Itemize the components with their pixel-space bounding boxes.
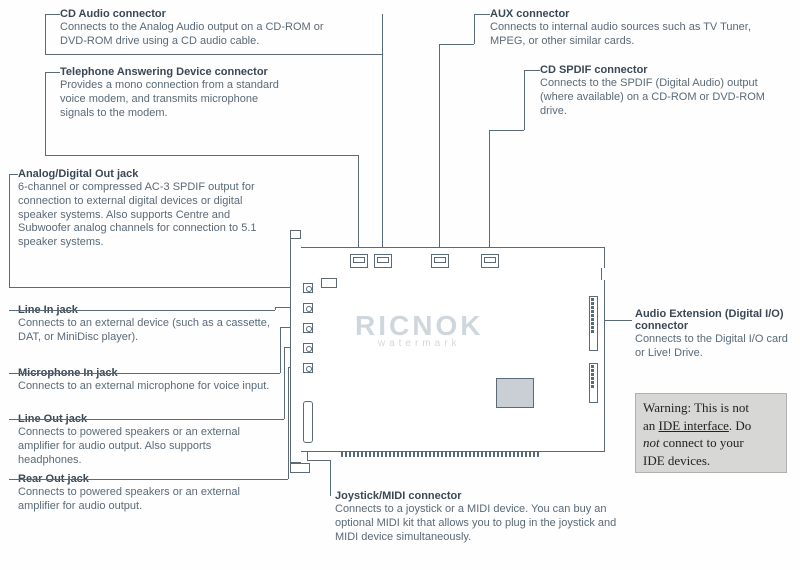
leader — [382, 14, 383, 253]
desc: Connects to the Digital I/O card or Live… — [635, 333, 790, 361]
jack-linein — [303, 303, 313, 313]
leader — [288, 367, 289, 479]
leader — [439, 44, 440, 253]
desc: Connects to the Analog Audio output on a… — [60, 21, 340, 49]
label-micin: Microphone In jack Connects to an extern… — [18, 367, 273, 394]
leader — [45, 14, 60, 15]
conn-cd-spdif — [481, 254, 499, 268]
desc: Connects to an external device (such as … — [18, 317, 273, 345]
title: Joystick/MIDI connector — [335, 490, 625, 502]
title: CD Audio connector — [60, 8, 340, 20]
leader — [45, 72, 60, 73]
w-l1: Warning: This is not — [643, 400, 749, 415]
leader — [9, 310, 275, 311]
title: Analog/Digital Out jack — [18, 168, 273, 180]
joystick-midi-port — [303, 401, 313, 443]
label-audioext: Audio Extension (Digital I/O) connector … — [635, 308, 790, 361]
title: AUX connector — [490, 8, 760, 20]
leader — [284, 347, 285, 419]
w-l3b: connect to your — [660, 435, 744, 450]
desc: 6-channel or compressed AC-3 SPDIF outpu… — [18, 181, 273, 250]
pci-bracket — [290, 238, 301, 463]
leader — [330, 460, 331, 496]
leader — [280, 327, 281, 373]
label-adout: Analog/Digital Out jack 6-channel or com… — [18, 168, 273, 250]
conn-tad — [350, 254, 368, 268]
label-joystick: Joystick/MIDI connector Connects to a jo… — [335, 490, 625, 544]
leader — [524, 70, 540, 71]
leader — [275, 307, 276, 310]
leader — [439, 44, 474, 45]
leader — [489, 130, 524, 131]
leader — [9, 419, 284, 420]
w-l2a: an — [643, 418, 659, 433]
leader — [9, 373, 280, 374]
desc: Connects to a joystick or a MIDI device.… — [335, 503, 625, 544]
leader — [358, 155, 359, 253]
leader — [45, 72, 46, 155]
leader — [9, 174, 18, 175]
jack-adout — [303, 283, 313, 293]
leader — [474, 14, 490, 15]
desc: Connects to powered speakers or an exter… — [18, 426, 273, 467]
leader — [307, 460, 330, 461]
w-l2b: IDE interface — [659, 418, 729, 433]
desc: Connects to the SPDIF (Digital Audio) ou… — [540, 77, 775, 118]
board-notch — [601, 268, 605, 280]
pin-header-2 — [589, 363, 598, 403]
desc: Provides a mono connection from a standa… — [60, 79, 290, 120]
title: Audio Extension (Digital I/O) connector — [635, 308, 790, 332]
bracket-foot — [290, 463, 310, 473]
leader — [45, 54, 382, 55]
audio-ext-header — [589, 296, 598, 351]
title: Telephone Answering Device connector — [60, 66, 290, 78]
desc: Connects to internal audio sources such … — [490, 21, 760, 49]
label-aux: AUX connector Connects to internal audio… — [490, 8, 760, 49]
leader — [524, 70, 525, 130]
label-cd-audio: CD Audio connector Connects to the Analo… — [60, 8, 340, 49]
leader — [9, 479, 288, 480]
conn-aux — [431, 254, 449, 268]
jack-rearout — [303, 363, 313, 373]
label-lineout: Line Out jack Connects to powered speake… — [18, 413, 273, 467]
leader — [474, 14, 475, 44]
conn-cd-audio — [374, 254, 392, 268]
w-l4: IDE devices. — [643, 453, 710, 468]
jack-micin — [303, 323, 313, 333]
leader — [489, 130, 490, 253]
main-chip — [496, 378, 534, 408]
title: CD SPDIF connector — [540, 64, 775, 76]
leader — [45, 155, 358, 156]
leader — [45, 14, 46, 54]
w-l2c: . Do — [729, 418, 751, 433]
pci-edge-connector — [341, 451, 541, 457]
leader — [9, 174, 10, 287]
bracket-tab — [290, 230, 301, 238]
small-chip — [321, 278, 337, 288]
leader — [9, 287, 302, 288]
desc: Connects to an external microphone for v… — [18, 380, 273, 394]
sound-card-board — [300, 247, 605, 452]
desc: Connects to powered speakers or an exter… — [18, 486, 273, 514]
jack-lineout — [303, 343, 313, 353]
w-l3a: not — [643, 435, 660, 450]
label-cd-spdif: CD SPDIF connector Connects to the SPDIF… — [540, 64, 775, 118]
warning-box: Warning: This is not an IDE interface. D… — [635, 393, 787, 473]
label-tad: Telephone Answering Device connector Pro… — [60, 66, 290, 120]
